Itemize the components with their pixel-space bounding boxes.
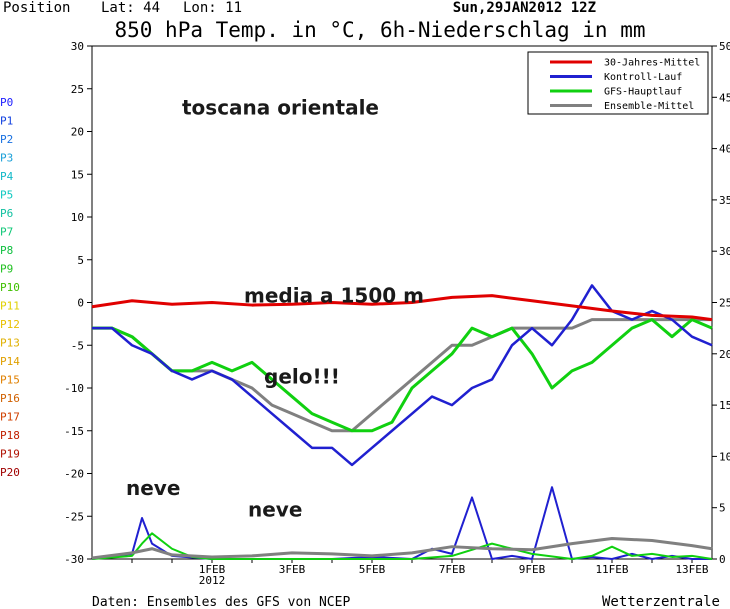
precip-line-ens_mean [91, 536, 713, 560]
legend: 30-Jahres-Mittel Kontroll-Lauf GFS-Hauptla… [527, 51, 709, 115]
y-tick-label: -5 [71, 339, 84, 352]
annotation-text: neve [126, 476, 180, 500]
y-tick-label: -25 [64, 510, 84, 523]
x-tick-label: 3FEB [279, 563, 306, 576]
x-tick-sublabel: 2012 [199, 574, 226, 587]
member-label: P16 [0, 392, 20, 405]
member-label: P12 [0, 318, 20, 331]
y2-tick-label: 50 [719, 40, 730, 53]
y-tick-label: 0 [77, 297, 84, 310]
precip-line-gfs [91, 532, 713, 560]
y-tick-label: 20 [71, 126, 84, 139]
y-tick-label: -15 [64, 425, 84, 438]
y-tick-label: 25 [71, 83, 84, 96]
y-tick-label: 5 [77, 254, 84, 267]
member-labels: P0 P1 P2 P3 P4 P5 P6 P7 P8 P9 P10 P11 P12 P13 P14 P15 P1… [0, 96, 20, 479]
annotation-text: toscana orientale [182, 95, 379, 119]
member-label: P18 [0, 429, 20, 442]
y2-tick-label: 45 [719, 91, 730, 104]
annotation-text: neve [248, 497, 302, 521]
y-tick-label: -20 [64, 468, 84, 481]
legend-label: 30-Jahres-Mittel [604, 58, 700, 69]
y2-tick-label: 30 [719, 245, 730, 258]
member-label: P20 [0, 466, 20, 479]
series-line-gfs [92, 318, 713, 433]
member-label: P14 [0, 355, 20, 368]
member-label: P7 [0, 226, 13, 239]
annotation-text: media a 1500 m [244, 284, 424, 308]
member-label: P1 [0, 115, 13, 128]
member-label: P11 [0, 300, 20, 313]
member-label: P9 [0, 263, 13, 276]
header-position: Position [3, 0, 70, 16]
annotations: toscana orientale media a 1500 m gelo!!! ne… [126, 95, 424, 521]
chart-title: 850 hPa Temp. in °C, 6h-Niederschlag in … [114, 18, 645, 42]
footer-brand: Wetterzentrale [602, 594, 720, 609]
y-tick-label: 10 [71, 211, 84, 224]
member-label: P5 [0, 189, 13, 202]
y2-tick-label: 35 [719, 194, 730, 207]
member-label: P19 [0, 448, 20, 461]
x-tick-label: 1FEB [199, 563, 226, 576]
y2-tick-label: 0 [719, 553, 726, 566]
y2-tick-label: 10 [719, 450, 730, 463]
x-tick-label: 5FEB [359, 563, 386, 576]
x-tick-label: 9FEB [519, 563, 546, 576]
x-tick-label: 7FEB [439, 563, 466, 576]
member-label: P6 [0, 207, 13, 220]
series-line-control [92, 284, 713, 467]
member-label: P13 [0, 337, 20, 350]
member-label: P4 [0, 170, 14, 183]
y-tick-label: -10 [64, 382, 84, 395]
y-tick-label: 15 [71, 168, 84, 181]
member-label: P2 [0, 133, 13, 146]
member-label: P10 [0, 281, 20, 294]
member-label: P3 [0, 152, 13, 165]
legend-label: Kontroll-Lauf [604, 72, 682, 83]
member-label: P17 [0, 411, 20, 424]
y2-tick-label: 5 [719, 502, 726, 515]
header-lon: Lon: 11 [183, 0, 242, 16]
member-label: P0 [0, 96, 13, 109]
legend-label: Ensemble-Mittel [604, 101, 694, 112]
y-tick-label: 30 [71, 40, 84, 53]
y2-tick-label: 15 [719, 399, 730, 412]
footer-source: Daten: Ensembles des GFS von NCEP [92, 595, 350, 609]
annotation-text: gelo!!! [264, 365, 340, 389]
member-label: P15 [0, 374, 20, 387]
legend-label: GFS-Hauptlauf [604, 87, 682, 98]
x-tick-label: 11FEB [595, 563, 628, 576]
y-tick-label: -30 [64, 553, 84, 566]
x-tick-label: 13FEB [675, 563, 708, 576]
y2-tick-label: 20 [719, 348, 730, 361]
member-label: P8 [0, 244, 13, 257]
y2-tick-label: 40 [719, 143, 730, 156]
plot-area [91, 284, 713, 560]
series-line-clim [91, 294, 713, 322]
y2-tick-label: 25 [719, 297, 730, 310]
header-lat: Lat: 44 [101, 0, 160, 16]
header-run: Sun,29JAN2012 12Z [453, 0, 596, 16]
